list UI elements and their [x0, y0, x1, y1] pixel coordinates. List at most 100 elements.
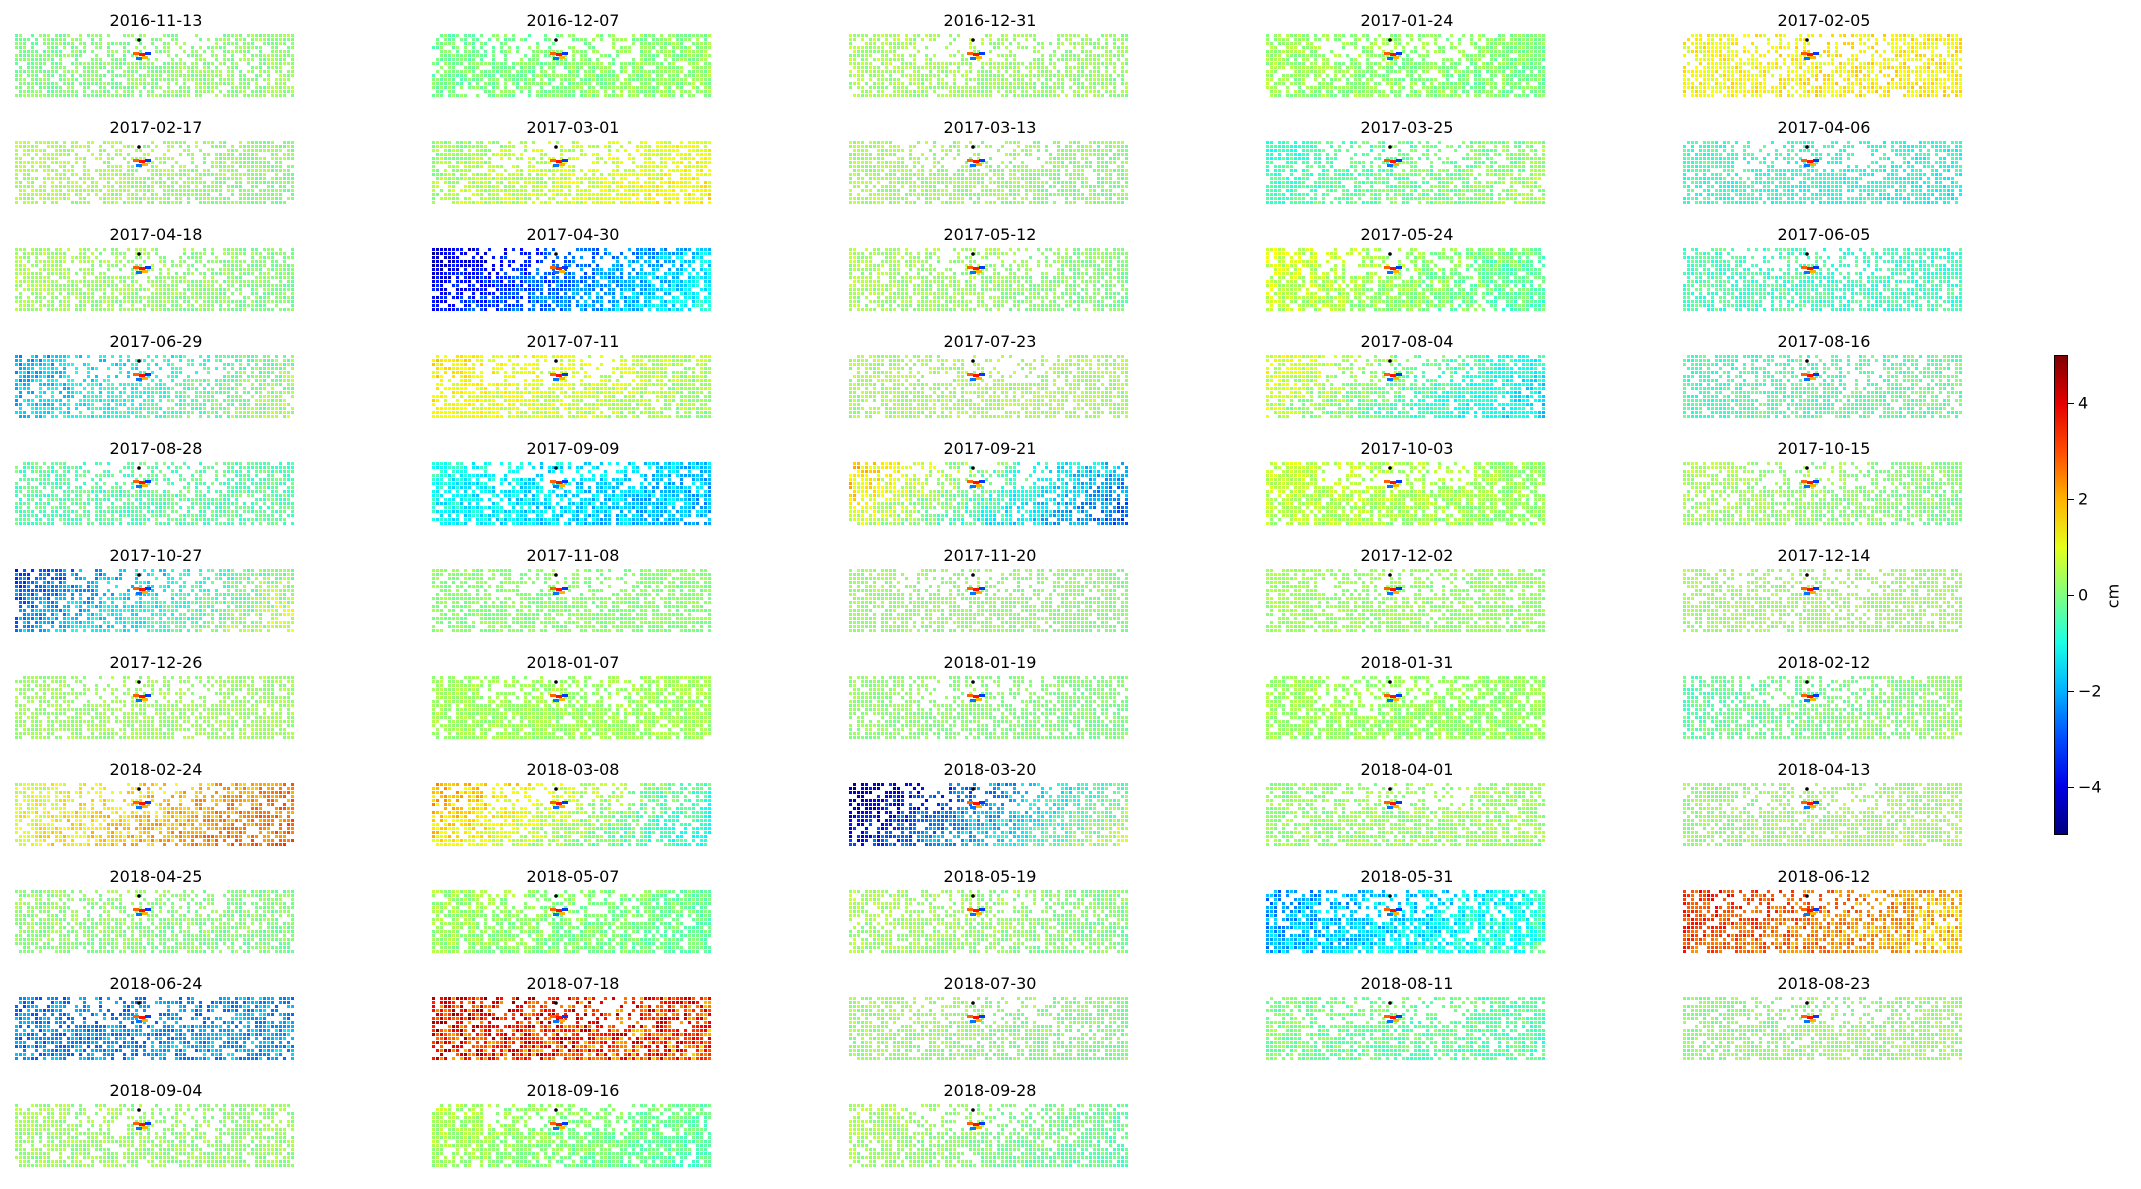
- map-pixel: [1899, 50, 1902, 53]
- map-pixel: [1089, 70, 1092, 73]
- map-pixel: [1310, 66, 1313, 69]
- map-pixel: [1530, 78, 1533, 81]
- map-pixel: [452, 38, 455, 41]
- map-pixel: [1470, 54, 1473, 57]
- map-pixel: [291, 86, 294, 89]
- map-pixel: [568, 74, 571, 77]
- map-pixel: [540, 153, 543, 156]
- map-pixel: [1887, 86, 1890, 89]
- map-pixel: [1943, 82, 1946, 85]
- map-pixel: [484, 62, 487, 65]
- map-pixel: [223, 50, 226, 53]
- map-pixel: [704, 161, 707, 164]
- map-pixel: [704, 153, 707, 156]
- map-pixel: [115, 82, 118, 85]
- map-pixel: [1955, 42, 1958, 45]
- map-pixel: [1113, 70, 1116, 73]
- map-pixel: [993, 46, 996, 49]
- map-pixel: [1510, 74, 1513, 77]
- map-pixel: [997, 46, 1000, 49]
- map-pixel: [15, 58, 18, 61]
- map-pixel: [235, 62, 238, 65]
- map-pixel: [163, 34, 166, 37]
- map-pixel: [1378, 34, 1381, 37]
- map-pixel: [287, 70, 290, 73]
- map-pixel: [1370, 90, 1373, 93]
- map-pixel: [19, 66, 22, 69]
- map-pixel: [1366, 66, 1369, 69]
- map-pixel: [243, 38, 246, 41]
- map-pixel: [937, 34, 940, 37]
- map-pixel: [223, 161, 226, 164]
- map-pixel: [103, 193, 106, 196]
- map-pixel: [885, 62, 888, 65]
- map-pixel: [1278, 50, 1281, 53]
- map-pixel: [227, 58, 230, 61]
- map-pixel: [147, 74, 150, 77]
- map-pixel: [1859, 82, 1862, 85]
- map-pixel: [1859, 78, 1862, 81]
- map-pixel: [1370, 70, 1373, 73]
- map-pixel: [179, 177, 182, 180]
- map-pixel: [111, 189, 114, 192]
- map-pixel: [1494, 58, 1497, 61]
- map-pixel: [1526, 50, 1529, 53]
- map-pixel: [227, 94, 230, 97]
- panel-title: 2017-01-24: [1266, 10, 1548, 32]
- map-pixel: [596, 58, 599, 61]
- map-pixel: [480, 58, 483, 61]
- map-pixel: [35, 38, 38, 41]
- deformation-hotspot: [133, 159, 139, 162]
- map-pixel: [199, 193, 202, 196]
- map-pixel: [672, 58, 675, 61]
- map-pixel: [877, 66, 880, 69]
- map-pixel: [1442, 74, 1445, 77]
- map-pixel: [99, 153, 102, 156]
- map-pixel: [1121, 42, 1124, 45]
- map-pixel: [1414, 94, 1417, 97]
- map-pixel: [199, 82, 202, 85]
- map-pixel: [1699, 58, 1702, 61]
- map-pixel: [492, 141, 495, 144]
- map-pixel: [1374, 82, 1377, 85]
- map-pixel: [448, 58, 451, 61]
- map-pixel: [1955, 82, 1958, 85]
- map-pixel: [708, 161, 711, 164]
- map-pixel: [468, 145, 471, 148]
- map-pixel: [849, 46, 852, 49]
- map-pixel: [291, 141, 294, 144]
- map-pixel: [107, 82, 110, 85]
- map-pixel: [909, 90, 912, 93]
- map-pixel: [171, 94, 174, 97]
- map-pixel: [63, 169, 66, 172]
- map-pixel: [163, 78, 166, 81]
- map-pixel: [448, 42, 451, 45]
- map-pixel: [59, 78, 62, 81]
- map-pixel: [151, 78, 154, 81]
- map-pixel: [1887, 66, 1890, 69]
- map-pixel: [648, 46, 651, 49]
- map-pixel: [171, 78, 174, 81]
- map-pixel: [468, 34, 471, 37]
- map-pixel: [644, 54, 647, 57]
- map-pixel: [648, 157, 651, 160]
- map-pixel: [47, 165, 50, 168]
- map-pixel: [227, 66, 230, 69]
- map-pixel: [171, 70, 174, 73]
- map-pixel: [684, 58, 687, 61]
- map-pixel: [500, 157, 503, 160]
- map-pixel: [271, 145, 274, 148]
- map-pixel: [167, 173, 170, 176]
- map-pixel: [1109, 90, 1112, 93]
- map-pixel: [1795, 82, 1798, 85]
- map-pixel: [440, 54, 443, 57]
- map-pixel: [67, 189, 70, 192]
- map-pixel: [644, 78, 647, 81]
- map-pixel: [913, 34, 916, 37]
- map-pixel: [119, 173, 122, 176]
- map-pixel: [544, 70, 547, 73]
- map-pixel: [1707, 74, 1710, 77]
- map-pixel: [31, 74, 34, 77]
- map-pixel: [43, 62, 46, 65]
- map-pixel: [1538, 42, 1541, 45]
